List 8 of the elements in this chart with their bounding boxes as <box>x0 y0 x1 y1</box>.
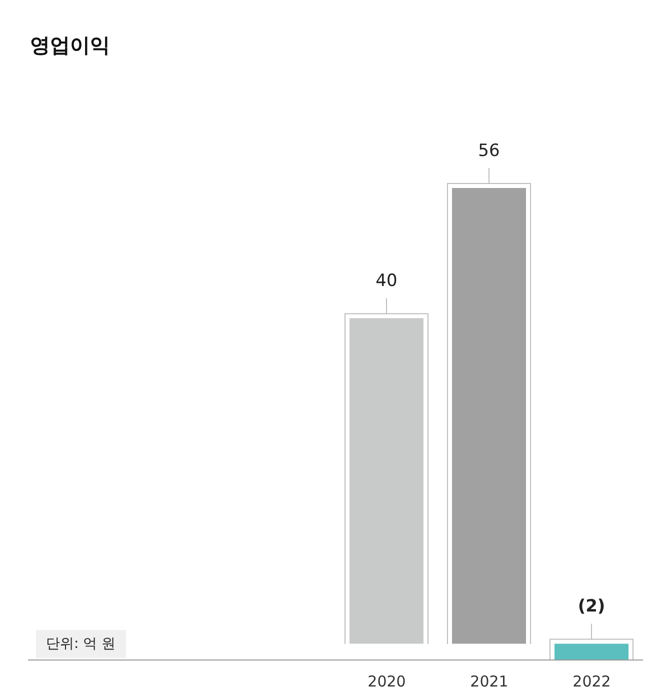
x-tick-label: 2021 <box>470 672 508 691</box>
data-label: 56 <box>478 141 500 161</box>
unit-note: 단위: 억 원 <box>36 630 126 658</box>
data-label: 40 <box>376 271 398 292</box>
chart-title: 영업이익 <box>30 32 110 59</box>
x-tick-label: 2022 <box>572 672 611 691</box>
data-label: (2) <box>578 596 606 617</box>
x-tick-label: 2020 <box>368 672 406 691</box>
